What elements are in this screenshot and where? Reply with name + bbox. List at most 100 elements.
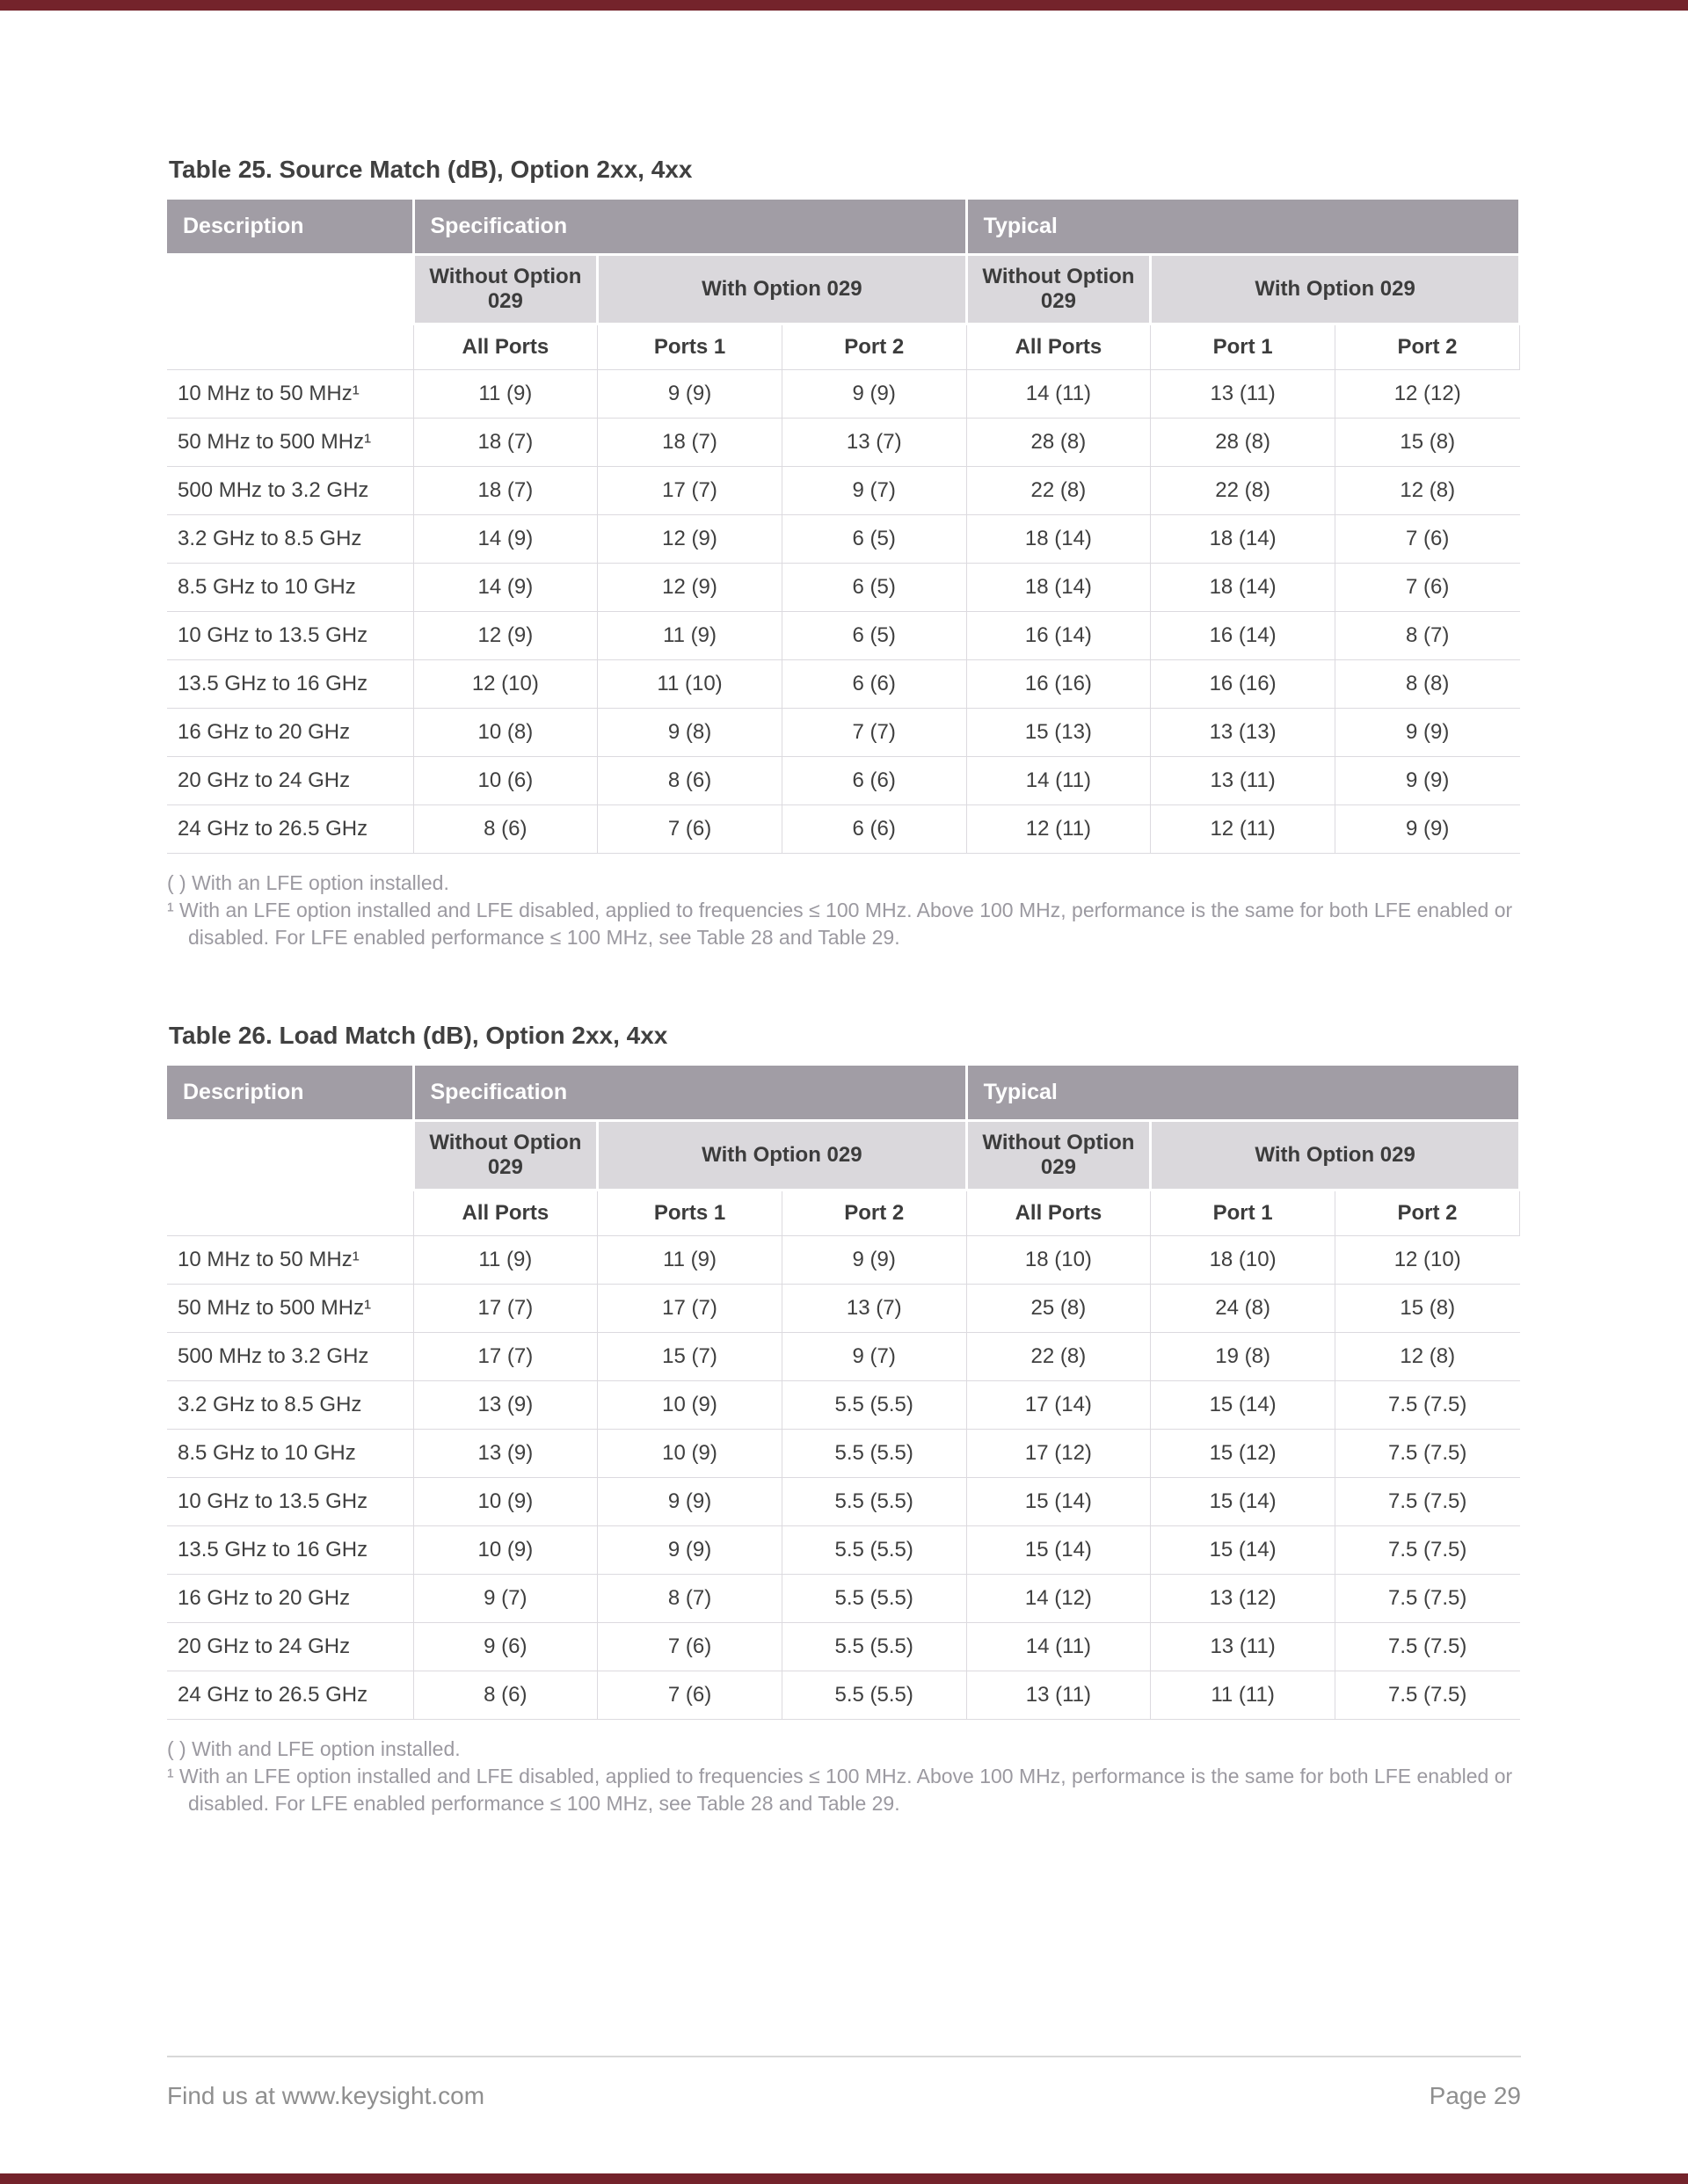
row-frequency-label: 16 GHz to 20 GHz bbox=[167, 1574, 414, 1624]
subheader-port-1: Port 1 bbox=[1150, 324, 1335, 370]
cell-value: 15 (8) bbox=[1334, 1284, 1520, 1334]
source-match-section: Table 25. Source Match (dB), Option 2xx,… bbox=[167, 156, 1522, 951]
cell-value: 9 (9) bbox=[597, 1477, 782, 1527]
cell-value: 5.5 (5.5) bbox=[781, 1429, 967, 1479]
subheader-all-ports: All Ports bbox=[412, 1190, 599, 1237]
cell-value: 18 (14) bbox=[1150, 563, 1335, 612]
cell-value: 7.5 (7.5) bbox=[1334, 1525, 1520, 1576]
cell-value: 15 (14) bbox=[1150, 1525, 1335, 1576]
cell-value: 17 (14) bbox=[965, 1380, 1152, 1431]
cell-value: 9 (7) bbox=[781, 466, 967, 515]
cell-value: 8 (6) bbox=[412, 804, 599, 854]
cell-value: 9 (9) bbox=[1334, 708, 1520, 757]
cell-value: 14 (9) bbox=[412, 563, 599, 612]
footer-find-us-text: Find us at www.keysight.com bbox=[167, 2082, 485, 2109]
header-spacer bbox=[167, 324, 413, 370]
cell-value: 12 (8) bbox=[1334, 466, 1520, 515]
cell-value: 7.5 (7.5) bbox=[1334, 1477, 1520, 1527]
subheader-port-2: Port 2 bbox=[1334, 1190, 1521, 1237]
cell-value: 15 (14) bbox=[965, 1477, 1152, 1527]
cell-value: 11 (11) bbox=[1150, 1671, 1335, 1721]
cell-value: 13 (7) bbox=[781, 418, 967, 467]
table-row: 500 MHz to 3.2 GHz 18 (7) 17 (7) 9 (7) 22 (8… bbox=[167, 466, 1520, 515]
cell-value: 18 (14) bbox=[965, 563, 1152, 612]
table-row: 24 GHz to 26.5 GHz 8 (6) 7 (6) 6 (6) 12 (11)… bbox=[167, 804, 1520, 854]
cell-value: 5.5 (5.5) bbox=[781, 1525, 967, 1576]
cell-value: 5.5 (5.5) bbox=[781, 1380, 967, 1431]
cell-value: 22 (8) bbox=[965, 466, 1152, 515]
cell-value: 9 (9) bbox=[597, 369, 782, 419]
cell-value: 15 (8) bbox=[1334, 418, 1520, 467]
table-row: 13.5 GHz to 16 GHz 10 (9) 9 (9) 5.5 (5.5) 15… bbox=[167, 1525, 1520, 1576]
row-frequency-label: 20 GHz to 24 GHz bbox=[167, 1622, 414, 1672]
table-row: 500 MHz to 3.2 GHz 17 (7) 15 (7) 9 (7) 22 (8… bbox=[167, 1332, 1520, 1382]
cell-value: 9 (9) bbox=[1334, 804, 1520, 854]
subheader-with-029: With Option 029 bbox=[596, 1119, 968, 1192]
subheader-all-ports: All Ports bbox=[412, 324, 599, 370]
cell-value: 6 (6) bbox=[781, 756, 967, 805]
cell-value: 9 (9) bbox=[597, 1525, 782, 1576]
cell-value: 6 (5) bbox=[781, 611, 967, 660]
subheader-port-2: Port 2 bbox=[781, 324, 967, 370]
header-spacer bbox=[167, 254, 413, 324]
page-content: Table 25. Source Match (dB), Option 2xx,… bbox=[0, 11, 1688, 1888]
load-match-section: Table 26. Load Match (dB), Option 2xx, 4… bbox=[167, 1022, 1522, 1817]
cell-value: 19 (8) bbox=[1150, 1332, 1335, 1382]
cell-value: 17 (7) bbox=[597, 466, 782, 515]
header-row-groups: Description Specification Typical bbox=[167, 200, 1522, 256]
cell-value: 16 (16) bbox=[1150, 659, 1335, 709]
cell-value: 18 (7) bbox=[597, 418, 782, 467]
cell-value: 16 (14) bbox=[965, 611, 1152, 660]
cell-value: 18 (14) bbox=[1150, 514, 1335, 564]
subheader-with-029: With Option 029 bbox=[1149, 1119, 1521, 1192]
table-row: 50 MHz to 500 MHz¹ 17 (7) 17 (7) 13 (7) 25 (… bbox=[167, 1284, 1520, 1334]
cell-value: 9 (7) bbox=[781, 1332, 967, 1382]
table-row: 10 MHz to 50 MHz¹ 11 (9) 11 (9) 9 (9) 18 (10… bbox=[167, 1235, 1520, 1285]
cell-value: 14 (12) bbox=[965, 1574, 1152, 1624]
subheader-port-2: Port 2 bbox=[1334, 324, 1521, 370]
cell-value: 5.5 (5.5) bbox=[781, 1622, 967, 1672]
table-row: 20 GHz to 24 GHz 10 (6) 8 (6) 6 (6) 14 (11) 1… bbox=[167, 756, 1520, 805]
row-frequency-label: 3.2 GHz to 8.5 GHz bbox=[167, 514, 414, 564]
subheader-port-2: Port 2 bbox=[781, 1190, 967, 1237]
cell-value: 7 (7) bbox=[781, 708, 967, 757]
cell-value: 15 (7) bbox=[597, 1332, 782, 1382]
subheader-without-029: Without Option 029 bbox=[411, 253, 600, 325]
cell-value: 14 (11) bbox=[965, 756, 1152, 805]
cell-value: 12 (9) bbox=[412, 611, 599, 660]
row-frequency-label: 8.5 GHz to 10 GHz bbox=[167, 563, 414, 612]
header-row-options: Without Option 029 With Option 029 Witho… bbox=[167, 1119, 1521, 1192]
cell-value: 11 (9) bbox=[412, 369, 599, 419]
table-row: 24 GHz to 26.5 GHz 8 (6) 7 (6) 5.5 (5.5) 13 … bbox=[167, 1671, 1520, 1721]
cell-value: 12 (10) bbox=[1334, 1235, 1520, 1285]
subheader-without-029: Without Option 029 bbox=[964, 1119, 1153, 1192]
cell-value: 17 (12) bbox=[965, 1429, 1152, 1479]
cell-value: 10 (9) bbox=[597, 1429, 782, 1479]
row-frequency-label: 3.2 GHz to 8.5 GHz bbox=[167, 1380, 414, 1431]
col-header-typical: Typical bbox=[966, 200, 1522, 256]
cell-value: 9 (9) bbox=[781, 369, 967, 419]
row-frequency-label: 20 GHz to 24 GHz bbox=[167, 756, 414, 805]
cell-value: 12 (12) bbox=[1334, 369, 1520, 419]
col-header-typical: Typical bbox=[966, 1066, 1522, 1123]
table-row: 10 GHz to 13.5 GHz 10 (9) 9 (9) 5.5 (5.5) 15… bbox=[167, 1477, 1520, 1527]
cell-value: 8 (7) bbox=[597, 1574, 782, 1624]
table-body: 10 MHz to 50 MHz¹ 11 (9) 9 (9) 9 (9) 14 (11)… bbox=[167, 369, 1520, 854]
row-frequency-label: 10 GHz to 13.5 GHz bbox=[167, 1477, 414, 1527]
header-row-ports: All Ports Ports 1 Port 2 All Ports Port … bbox=[167, 1190, 1521, 1237]
cell-value: 10 (8) bbox=[412, 708, 599, 757]
cell-value: 8 (6) bbox=[412, 1671, 599, 1721]
cell-value: 15 (13) bbox=[965, 708, 1152, 757]
col-header-specification: Specification bbox=[413, 1066, 968, 1123]
cell-value: 13 (11) bbox=[1150, 369, 1335, 419]
cell-value: 13 (12) bbox=[1150, 1574, 1335, 1624]
table-26-title: Table 26. Load Match (dB), Option 2xx, 4… bbox=[169, 1022, 668, 1050]
row-frequency-label: 50 MHz to 500 MHz¹ bbox=[167, 1284, 414, 1334]
cell-value: 12 (11) bbox=[965, 804, 1152, 854]
row-frequency-label: 8.5 GHz to 10 GHz bbox=[167, 1429, 414, 1479]
cell-value: 15 (14) bbox=[965, 1525, 1152, 1576]
cell-value: 7 (6) bbox=[1334, 563, 1520, 612]
cell-value: 13 (11) bbox=[1150, 756, 1335, 805]
table-row: 10 MHz to 50 MHz¹ 11 (9) 9 (9) 9 (9) 14 (11)… bbox=[167, 369, 1520, 419]
row-frequency-label: 10 GHz to 13.5 GHz bbox=[167, 611, 414, 660]
